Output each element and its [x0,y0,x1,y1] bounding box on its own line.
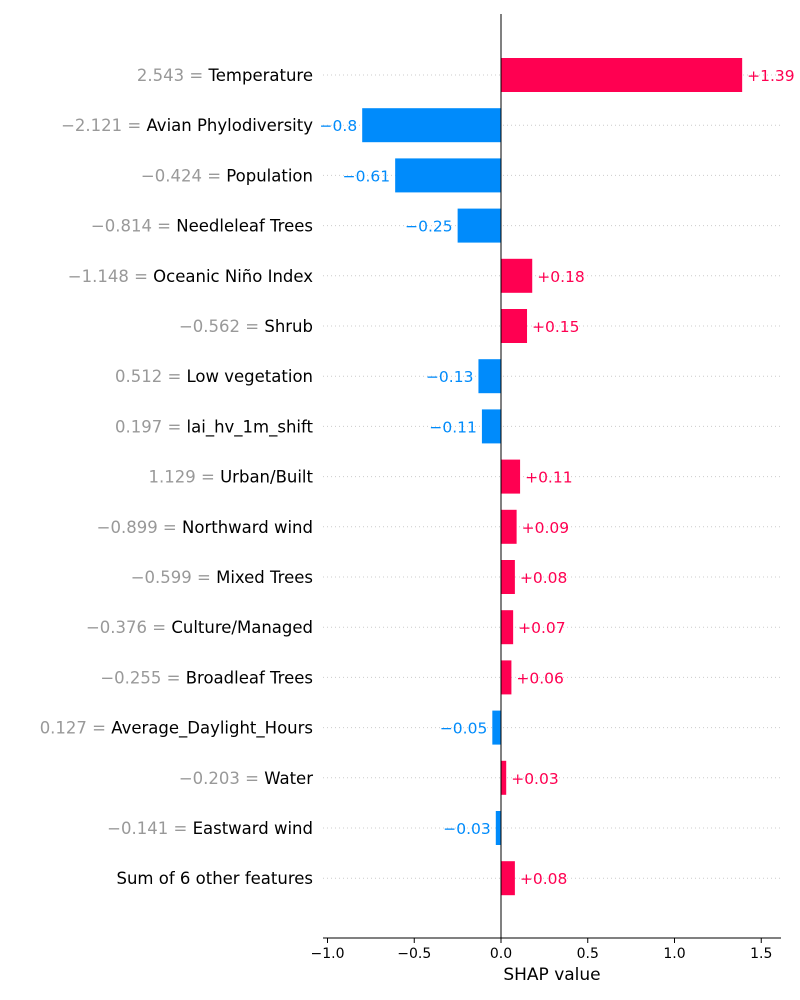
feature-label: 0.127 = Average_Daylight_Hours [40,719,313,739]
bar-value-label: −0.61 [343,167,391,185]
feature-name: Average_Daylight_Hours [111,719,313,739]
bar-value-label: +0.15 [532,318,580,336]
bar-value-label: +0.11 [525,469,573,487]
bar-value-label: +1.39 [747,67,795,85]
shap-bar [501,610,514,645]
bar-value-label: −0.11 [429,418,477,436]
feature-label: −0.562 = Shrub [179,317,313,336]
shap-bar [478,359,501,394]
feature-name: Northward wind [182,518,313,537]
shap-bar [501,760,507,795]
shap-bar [501,509,517,544]
shap-bar [501,660,512,695]
feature-label: −2.121 = Avian Phylodiversity [61,116,313,135]
feature-name: Needleleaf Trees [176,217,313,236]
feature-name: lai_hv_1m_shift [187,417,314,437]
feature-value: −0.562 = [179,317,264,336]
bar-value-label: +0.08 [520,569,568,587]
bar-value-label: +0.03 [511,770,558,788]
bar-value-label: −0.05 [440,720,488,738]
feature-name: Shrub [264,317,313,336]
feature-label: −1.148 = Oceanic Niño Index [68,267,313,286]
bar-value-label: −0.8 [320,117,358,135]
feature-value: −0.424 = [141,166,226,185]
feature-label: −0.599 = Mixed Trees [131,568,313,587]
feature-name: Temperature [207,66,313,85]
x-tick-label: −1.0 [311,946,345,962]
bar-value-label: +0.07 [518,619,566,637]
x-tick-label: 0.0 [490,946,512,962]
feature-name: Low vegetation [187,367,313,386]
feature-label: 1.129 = Urban/Built [149,468,314,487]
label-layer: +1.39 2.543 = Temperature −0.8 −2.121 = Avi… [40,66,795,888]
feature-name: Avian Phylodiversity [146,116,313,135]
feature-name: Sum of 6 other features [116,869,313,888]
bar-value-label: −0.25 [405,218,453,236]
feature-value: −0.899 = [97,518,182,537]
feature-label: −0.255 = Broadleaf Trees [100,668,313,687]
feature-value: 0.512 = [115,367,187,386]
feature-name: Population [226,166,313,185]
bar-layer [362,58,743,896]
feature-name: Eastward wind [193,819,313,838]
feature-value: −0.599 = [131,568,216,587]
feature-label: −0.141 = Eastward wind [107,819,313,838]
feature-label: −0.899 = Northward wind [97,518,313,537]
shap-bar [501,258,533,293]
feature-label: 0.512 = Low vegetation [115,367,313,386]
shap-bar [362,108,501,143]
axis-layer: SHAP value −1.0 −0.5 0.0 0.5 1.0 1.5 [311,14,781,985]
feature-name: Urban/Built [220,468,313,487]
feature-value: 0.197 = [115,417,187,436]
feature-name: Oceanic Niño Index [153,267,313,286]
feature-label: Sum of 6 other features [116,869,313,888]
shap-bar [501,861,515,896]
bar-value-label: −0.13 [426,368,474,386]
feature-label: −0.203 = Water [179,769,313,788]
bar-value-label: +0.09 [522,519,570,537]
shap-bar [501,309,528,343]
feature-name: Water [264,769,313,788]
feature-value: −0.203 = [179,769,264,788]
feature-value: 2.543 = [137,66,209,85]
shap-bar [495,811,501,845]
feature-value: 1.129 = [149,468,221,487]
feature-value: −0.376 = [86,618,171,637]
bar-value-label: −0.03 [443,820,491,838]
feature-name: Mixed Trees [216,568,313,587]
x-tick-label: 1.5 [750,946,772,962]
shap-bar [492,710,501,745]
feature-label: −0.376 = Culture/Managed [86,618,313,637]
feature-value: −0.255 = [100,668,185,687]
feature-label: −0.814 = Needleleaf Trees [91,217,313,236]
feature-label: −0.424 = Population [141,166,313,185]
x-axis-title: SHAP value [503,965,600,985]
feature-value: −1.148 = [68,267,153,286]
grid-layer [323,74,781,879]
feature-label: 2.543 = Temperature [137,66,313,85]
x-tick-label: 0.5 [577,946,599,962]
shap-bar [501,560,515,594]
bar-value-label: +0.08 [520,870,568,888]
x-tick-label: −0.5 [397,946,431,962]
shap-bar [501,58,743,92]
shap-bar [395,158,501,193]
shap-bar [481,409,501,444]
feature-value: −0.141 = [107,819,192,838]
feature-value: 0.127 = [40,719,112,738]
bar-value-label: +0.18 [537,268,585,286]
feature-name: Culture/Managed [171,618,313,637]
feature-label: 0.197 = lai_hv_1m_shift [115,417,314,437]
shap-bar [457,208,501,243]
feature-value: −2.121 = [61,116,146,135]
feature-name: Broadleaf Trees [186,668,313,687]
x-tick-label: 1.0 [663,946,685,962]
shap-bar [501,459,521,494]
feature-value: −0.814 = [91,217,176,236]
bar-value-label: +0.06 [516,669,564,687]
